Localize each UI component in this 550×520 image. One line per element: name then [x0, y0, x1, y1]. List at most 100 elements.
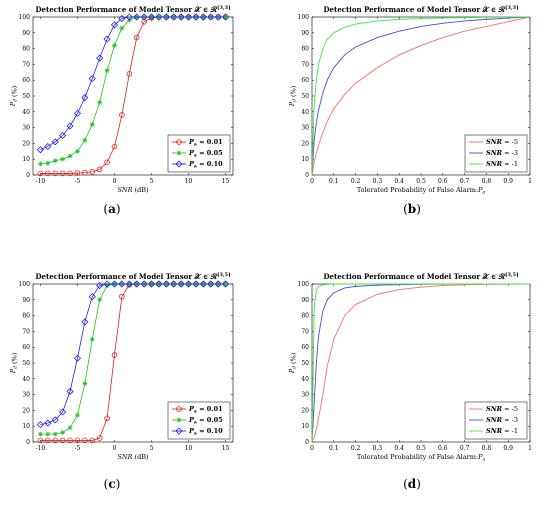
data-point-star: [75, 148, 80, 154]
y-tick-label: 80: [301, 46, 309, 53]
data-point-circle: [67, 437, 73, 444]
legend-label: Pa = 0.10: [188, 160, 223, 170]
data-point-diamond: [177, 13, 185, 21]
y-tick-label: 70: [301, 61, 309, 68]
x-tick-label: 15: [222, 445, 230, 452]
chart-panel-a: Detection Performance of Model Tensor 𝒳 …: [9, 5, 234, 216]
x-tick-label: 0.9: [503, 178, 513, 185]
data-point-star: [38, 161, 43, 167]
x-axis-label: SNR (dB): [117, 186, 149, 194]
legend-box: [464, 401, 528, 440]
x-tick-label: 0.9: [503, 445, 513, 452]
y-tick-label: 30: [22, 125, 30, 132]
x-axis-label: Tolerated Probability of False Alarm:Pa: [357, 453, 486, 463]
data-point-diamond: [175, 160, 183, 168]
x-tick-label: 0.2: [351, 445, 361, 452]
data-point-star: [97, 99, 103, 105]
chart-panel-d: Detection Performance of Model Tensor 𝒳 …: [288, 272, 532, 491]
y-tick-label: 20: [22, 407, 30, 414]
panel-caption: (b): [403, 202, 421, 216]
y-tick-label: 20: [301, 407, 309, 414]
data-point-circle: [111, 143, 118, 150]
data-point-star: [104, 68, 110, 74]
y-tick-label: 0: [26, 439, 30, 446]
x-tick-label: 0: [113, 178, 117, 185]
data-point-diamond: [51, 416, 59, 424]
data-point-circle: [45, 170, 51, 177]
y-tick-label: 10: [22, 423, 30, 430]
data-point-star: [38, 431, 43, 437]
data-point-diamond: [222, 280, 230, 288]
data-point-diamond: [118, 280, 126, 288]
data-point-diamond: [81, 318, 89, 326]
x-tick-label: 15: [222, 178, 230, 185]
x-tick-label: 0.2: [351, 178, 361, 185]
data-point-diamond: [103, 35, 111, 43]
data-point-circle: [133, 34, 140, 41]
series-2: [311, 283, 530, 443]
y-tick-label: 80: [22, 46, 30, 53]
data-point-circle: [89, 169, 96, 175]
data-point-circle: [45, 437, 51, 444]
chart-title: Detection Performance of Model Tensor 𝒳 …: [35, 272, 230, 281]
data-point-diamond: [147, 13, 156, 21]
x-axis-label: Tolerated Probability of False Alarm:Pa: [357, 186, 486, 196]
data-point-diamond: [59, 131, 67, 140]
series-1: [311, 16, 531, 176]
x-tick-label: 0.5: [416, 178, 426, 185]
chart-panel-c: Detection Performance of Model Tensor 𝒳 …: [9, 272, 234, 491]
series-line: [311, 283, 530, 443]
x-tick-label: -10: [36, 178, 46, 185]
data-point-star: [176, 150, 182, 156]
data-point-diamond: [96, 282, 104, 290]
y-tick-label: 80: [22, 313, 30, 320]
data-point-diamond: [192, 13, 200, 21]
series-line: [40, 16, 226, 151]
series-line: [40, 283, 226, 426]
series-line: [311, 283, 531, 443]
x-tick-label: 0.8: [482, 178, 492, 185]
data-point-diamond: [155, 13, 163, 21]
data-point-diamond: [140, 13, 148, 21]
series-2: [36, 280, 230, 429]
x-tick-label: 0.5: [416, 445, 426, 452]
data-point-diamond: [118, 15, 126, 23]
data-point-diamond: [36, 421, 44, 429]
legend-label: Pa = 0.01: [188, 138, 223, 148]
data-point-circle: [74, 170, 81, 176]
data-point-diamond: [207, 13, 215, 21]
data-point-diamond: [170, 13, 178, 21]
y-tick-label: 30: [22, 392, 30, 399]
y-tick-label: 60: [22, 77, 30, 84]
x-tick-label: 1: [528, 445, 532, 452]
panel-caption: (a): [103, 202, 120, 216]
data-point-star: [67, 425, 73, 431]
x-tick-label: 10: [185, 178, 193, 185]
legend: SNR = -5 SNR = -3 SNR = -1: [464, 134, 528, 173]
legend-label: Pa = 0.10: [188, 427, 223, 437]
data-point-circle: [52, 170, 59, 177]
data-point-star: [60, 430, 66, 435]
y-tick-label: 10: [301, 156, 309, 163]
data-point-star: [97, 297, 103, 303]
data-point-diamond: [66, 122, 74, 130]
y-tick-label: 20: [301, 140, 309, 147]
y-tick-label: 70: [22, 328, 30, 335]
y-tick-label: 0: [26, 172, 30, 179]
data-point-circle: [119, 112, 125, 118]
y-axis-label: Pd (%): [288, 85, 298, 107]
data-point-star: [104, 283, 110, 288]
data-point-star: [52, 431, 58, 437]
data-point-diamond: [110, 21, 119, 29]
data-point-diamond: [103, 280, 111, 288]
data-point-diamond: [199, 13, 207, 21]
y-tick-label: 90: [301, 297, 309, 304]
data-point-circle: [59, 437, 66, 444]
data-point-diamond: [162, 13, 170, 21]
data-point-circle: [82, 169, 88, 176]
data-point-diamond: [155, 280, 163, 288]
y-tick-label: 40: [22, 109, 30, 116]
